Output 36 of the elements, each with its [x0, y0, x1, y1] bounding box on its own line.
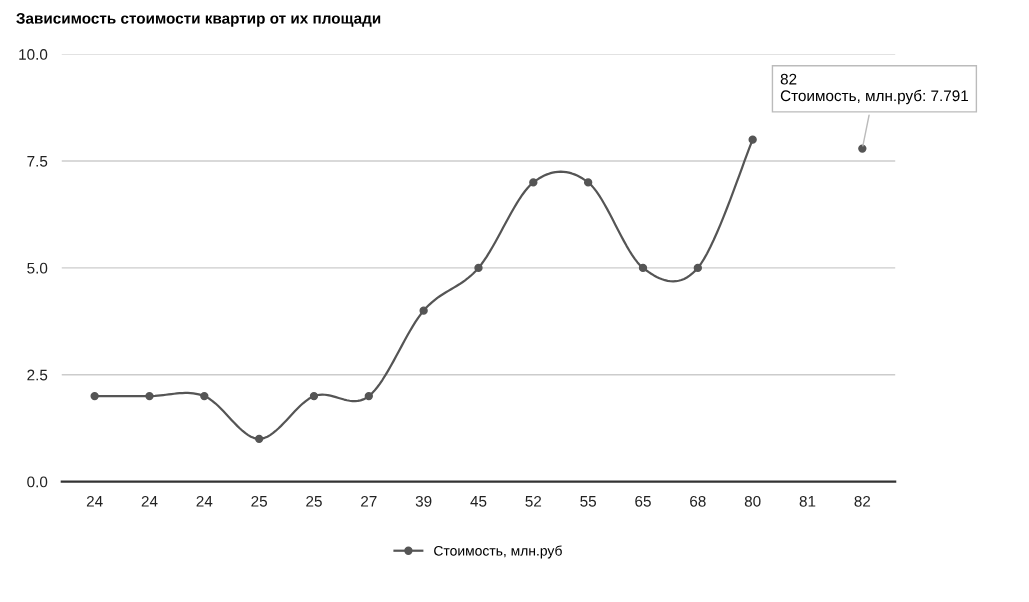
point [693, 263, 702, 273]
x-tick-label: 65 [635, 495, 651, 507]
point [364, 391, 373, 401]
x-tick-label: 24 [196, 495, 213, 507]
chart-title: Зависимость стоимости квартир от их площади [16, 12, 381, 27]
point [90, 391, 99, 401]
x-tick-label: 82 [854, 495, 871, 507]
point [200, 391, 209, 401]
y-tick-label: 0.0 [27, 476, 48, 488]
y-tick-label: 10.0 [19, 49, 48, 60]
point [474, 263, 483, 273]
x-tick-label: 25 [306, 495, 322, 507]
x-tick-label: 27 [361, 495, 377, 507]
point [254, 434, 264, 444]
x-tick-label: 55 [580, 496, 597, 507]
x-tick-label: 68 [690, 495, 706, 507]
point [145, 391, 154, 401]
point [309, 391, 319, 401]
x-tick-label: 52 [525, 495, 542, 507]
y-tick-label: 5.0 [27, 262, 48, 274]
point [583, 178, 593, 187]
annotation: 82 Стоимость, млн.руб: 7.791 [780, 73, 969, 105]
point [748, 135, 757, 144]
x-tick-label: 81 [799, 495, 816, 507]
y-tick-label: 7.5 [27, 156, 48, 167]
point [638, 263, 648, 273]
x-tick-label: 24 [86, 495, 103, 507]
x-tick-label: 25 [251, 495, 267, 507]
x-tick-label: 45 [470, 496, 487, 507]
x-tick-label: 39 [415, 495, 432, 507]
point [419, 306, 428, 315]
point [529, 178, 538, 187]
y-tick-label: 2.5 [27, 369, 48, 381]
x-tick-label: 80 [744, 495, 761, 507]
x-tick-label: 24 [141, 495, 158, 507]
legend-label: Стоимость, млн.руб [434, 545, 562, 559]
